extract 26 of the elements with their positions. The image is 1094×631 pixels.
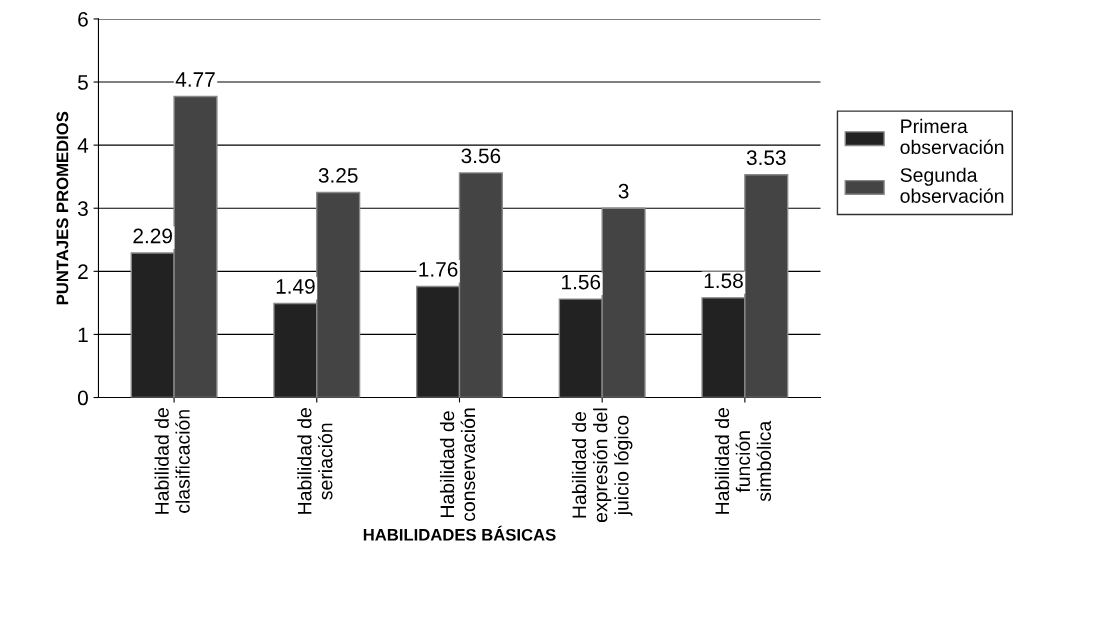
y-axis-title: PUNTAJES PROMEDIOS <box>56 111 69 305</box>
y-tick-label: 0 <box>77 390 88 406</box>
data-label: 4.77 <box>175 72 215 87</box>
data-label: 3 <box>618 183 629 199</box>
y-tick-label: 2 <box>78 264 88 279</box>
legend-label: Segunda observación <box>900 167 1004 203</box>
y-tick-label: 4 <box>77 138 89 153</box>
x-tick-label: Habilidad de clasificación <box>154 408 190 514</box>
data-label: 3.25 <box>318 168 358 183</box>
y-tick-label: 6 <box>78 11 88 27</box>
data-label: 1.58 <box>704 273 743 289</box>
data-label: 1.49 <box>276 279 315 294</box>
legend-label: Primera observación <box>900 118 1004 155</box>
x-axis-title: HABILIDADES BÁSICAS <box>363 525 556 541</box>
x-tick-label: Habilidad de expresión del juicio lógico <box>571 408 633 523</box>
x-tick-label: Habilidad de seriación <box>297 408 333 514</box>
x-tick-label: Habilidad de función simbólica <box>714 408 772 514</box>
data-label: 1.76 <box>419 262 458 277</box>
data-label: 2.29 <box>133 228 172 244</box>
data-label: 3.53 <box>746 150 786 166</box>
y-tick-label: 5 <box>77 75 88 90</box>
y-tick-label: 3 <box>77 201 88 216</box>
x-tick-label: Habilidad de conservación <box>439 408 476 521</box>
data-label: 1.56 <box>562 274 601 290</box>
y-tick-label: 1 <box>78 327 88 342</box>
data-label: 3.56 <box>461 148 501 164</box>
